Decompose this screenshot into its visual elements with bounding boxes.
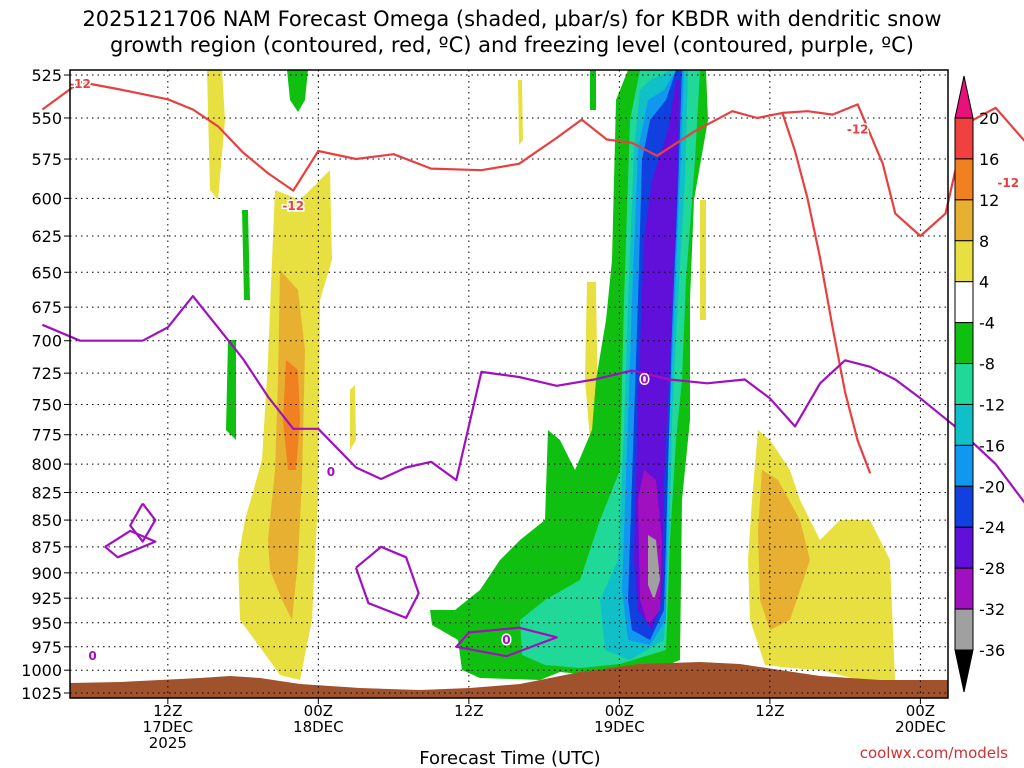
colorbar-segment (954, 281, 974, 324)
x-tick-label: 00Z (605, 702, 634, 720)
gridlines (70, 70, 948, 698)
colorbar-label: -28 (979, 559, 1005, 578)
colorbar-segment (954, 363, 974, 405)
colorbar-segment (954, 322, 974, 365)
credit-text: coolwx.com/models (860, 744, 1008, 762)
x-tick-label: 19DEC (594, 718, 645, 736)
omega-shading-yellow-f (700, 200, 706, 320)
colorbar-label: 4 (979, 273, 989, 292)
plot-area: -12 -12 -12 -12 0 0 0 0 (41, 69, 1024, 699)
y-axis: 525 550 575 600 625 650 675 700 725 750 775 800 825 8… (21, 66, 70, 703)
y-tick-label: 1025 (21, 684, 62, 703)
colorbar-bottom-arrow (954, 649, 974, 693)
y-tick-label: 700 (31, 332, 62, 351)
series-line (129, 502, 157, 543)
omega-shading-green-b2 (590, 70, 596, 110)
colorbar-label: -24 (979, 518, 1005, 537)
x-tick-label: 20DEC (895, 718, 946, 736)
series-line (455, 626, 558, 658)
x-tick-label: 12Z (755, 702, 784, 720)
contour-labels: -12 -12 -12 -12 0 0 0 0 (68, 75, 1021, 664)
series-line (41, 80, 1024, 238)
y-tick-label: 575 (31, 150, 62, 169)
colorbar-segment (954, 526, 974, 569)
contour-label: 0 (640, 372, 648, 386)
omega-shading-green-c (226, 340, 236, 440)
colorbar-segment (954, 567, 974, 610)
colorbar-label: 8 (979, 232, 989, 251)
plot-frame (69, 69, 949, 699)
x-tick-label: 17DEC (143, 718, 194, 736)
x-axis-label: Forecast Time (UTC) (419, 748, 600, 768)
x-tick-label: 00Z (304, 702, 333, 720)
colorbar-label: 20 (979, 109, 999, 128)
colorbar-label: -32 (979, 600, 1005, 619)
x-tick-label: 00Z (906, 702, 935, 720)
y-tick-label: 675 (31, 298, 62, 317)
y-tick-label: 950 (31, 614, 62, 633)
colorbar-label: -4 (979, 314, 995, 333)
omega-shading-yellow-d (518, 80, 523, 145)
colorbar-label: -16 (979, 436, 1005, 455)
y-tick-label: 875 (31, 538, 62, 557)
colorbar: 20 16 12 8 4 -4 -8 -12 -16 -20 -24 -28 -32 -36 (954, 75, 1005, 693)
x-tick-label: 2025 (149, 734, 187, 752)
omega-shading-yellow-c (350, 385, 356, 450)
colorbar-label: -8 (979, 355, 995, 374)
y-tick-label: 975 (31, 638, 62, 657)
y-tick-label: 550 (31, 109, 62, 128)
contour-label: 0 (327, 465, 335, 479)
omega-shading-gray (648, 535, 660, 600)
contour-label: -12 (69, 77, 91, 91)
y-tick-label: 775 (31, 426, 62, 445)
x-tick-label: 18DEC (293, 718, 344, 736)
colorbar-label: 16 (979, 150, 999, 169)
colorbar-segment (954, 485, 974, 528)
terrain (70, 662, 948, 698)
y-tick-label: 1000 (21, 661, 62, 680)
x-tick-label: 12Z (153, 702, 182, 720)
colorbar-segment (954, 117, 974, 160)
colorbar-segment (954, 608, 974, 651)
colorbar-segment (954, 403, 974, 446)
y-tick-label: 800 (31, 455, 62, 474)
colorbar-label: -12 (979, 395, 1005, 414)
contour-label: -12 (997, 176, 1019, 190)
omega-shading-green-a (287, 70, 308, 112)
contour-label: 0 (88, 649, 96, 663)
y-tick-label: 650 (31, 263, 62, 282)
colorbar-segment (954, 240, 974, 283)
colorbar-segment (954, 199, 974, 242)
chart-title-line1: 2025121706 NAM Forecast Omega (shaded, μ… (82, 7, 941, 31)
omega-shading-orange-g (758, 470, 810, 630)
contour-label: 0 (502, 633, 510, 647)
series-line (104, 529, 157, 559)
omega-shading-yellow-a (207, 70, 225, 200)
colorbar-label: -36 (979, 641, 1005, 660)
colorbar-label: -20 (979, 477, 1005, 496)
colorbar-segment (954, 444, 974, 487)
omega-shading-redorange-b (283, 360, 300, 470)
y-tick-label: 900 (31, 564, 62, 583)
contour-label: -12 (847, 123, 869, 137)
omega-shading-green-b (242, 210, 250, 300)
series-line (354, 545, 420, 619)
x-tick-label: 12Z (454, 702, 483, 720)
y-tick-label: 825 (31, 483, 62, 502)
y-tick-label: 750 (31, 395, 62, 414)
y-tick-label: 525 (31, 66, 62, 85)
colorbar-segment (954, 158, 974, 201)
y-tick-label: 625 (31, 227, 62, 246)
y-tick-label: 850 (31, 511, 62, 530)
colorbar-label: 12 (979, 191, 999, 210)
omega-shading (207, 70, 895, 680)
contour-label: -12 (282, 199, 304, 213)
y-tick-label: 600 (31, 189, 62, 208)
y-tick-label: 925 (31, 589, 62, 608)
series-line (781, 112, 872, 474)
y-tick-label: 725 (31, 364, 62, 383)
chart-title-line2: growth region (contoured, red, ºC) and f… (110, 33, 914, 57)
